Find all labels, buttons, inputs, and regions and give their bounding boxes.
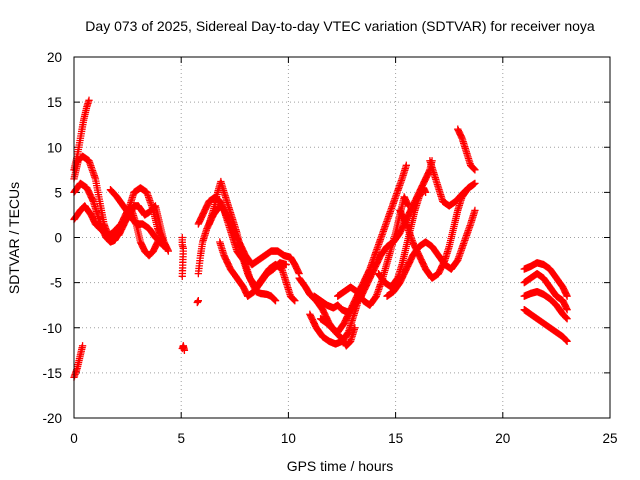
series-arc-z bbox=[520, 288, 571, 323]
data-point bbox=[469, 181, 477, 189]
data-point bbox=[563, 315, 571, 323]
x-tick-label: 5 bbox=[177, 431, 185, 446]
series-arc-t bbox=[383, 206, 479, 300]
y-tick-label: -20 bbox=[42, 411, 62, 426]
y-tick-label: 0 bbox=[54, 231, 62, 246]
x-tick-label: 0 bbox=[70, 431, 78, 446]
axis-ticks: 0 5 10 15 20 25 -20 -15 -10 -5 0 5 10 15 20 bbox=[42, 50, 617, 446]
series-arc-f bbox=[70, 342, 87, 382]
data-point bbox=[282, 260, 290, 269]
data-point bbox=[178, 272, 186, 280]
data-point bbox=[180, 346, 189, 354]
data-point bbox=[85, 96, 93, 104]
data-point bbox=[404, 202, 413, 210]
data-point bbox=[291, 297, 299, 305]
y-tick-label: -5 bbox=[50, 276, 62, 291]
series-arc-i bbox=[193, 297, 203, 307]
data-series bbox=[70, 96, 571, 382]
chart-title: Day 073 of 2025, Sidereal Day-to-day VTE… bbox=[85, 18, 595, 34]
y-tick-label: -15 bbox=[42, 366, 62, 381]
data-point bbox=[402, 161, 410, 169]
series-arc-h bbox=[178, 233, 187, 280]
data-point bbox=[271, 296, 279, 304]
series-arc-aa bbox=[520, 306, 571, 345]
x-tick-label: 10 bbox=[281, 431, 296, 446]
x-axis-label: GPS time / hours bbox=[287, 458, 394, 474]
data-point bbox=[194, 297, 203, 305]
series-arc-m bbox=[216, 238, 290, 300]
data-point bbox=[159, 242, 167, 250]
series-arc-x bbox=[520, 259, 571, 300]
y-tick-label: 15 bbox=[47, 95, 62, 110]
x-tick-label: 20 bbox=[495, 431, 510, 446]
data-point bbox=[470, 165, 478, 173]
data-point bbox=[563, 306, 571, 314]
y-tick-label: 5 bbox=[54, 185, 62, 200]
data-point bbox=[160, 242, 168, 251]
data-point bbox=[563, 292, 571, 300]
data-point bbox=[562, 314, 571, 322]
series-arc-p bbox=[310, 157, 436, 317]
y-tick-label: 10 bbox=[47, 140, 62, 155]
series-arc-y bbox=[520, 269, 571, 314]
data-point bbox=[563, 337, 571, 345]
series-arc-v bbox=[396, 181, 477, 282]
series-arc-w bbox=[454, 125, 479, 174]
series-arc-c bbox=[70, 179, 172, 255]
data-point bbox=[164, 247, 172, 255]
data-point bbox=[271, 297, 280, 305]
data-point bbox=[78, 342, 87, 350]
y-tick-label: 20 bbox=[47, 50, 62, 65]
x-tick-label: 25 bbox=[602, 431, 617, 446]
y-tick-label: -10 bbox=[42, 321, 62, 336]
plot-frame bbox=[73, 56, 611, 419]
series-arc-e bbox=[106, 186, 168, 251]
series-arc-s bbox=[374, 184, 430, 291]
series-arc-g bbox=[178, 342, 189, 354]
data-point bbox=[562, 336, 571, 345]
data-point bbox=[471, 166, 479, 174]
y-axis-label: SDTVAR / TECUs bbox=[6, 182, 22, 294]
data-point bbox=[421, 188, 430, 197]
x-tick-label: 15 bbox=[388, 431, 403, 446]
data-point bbox=[290, 296, 298, 304]
data-point bbox=[471, 206, 479, 215]
